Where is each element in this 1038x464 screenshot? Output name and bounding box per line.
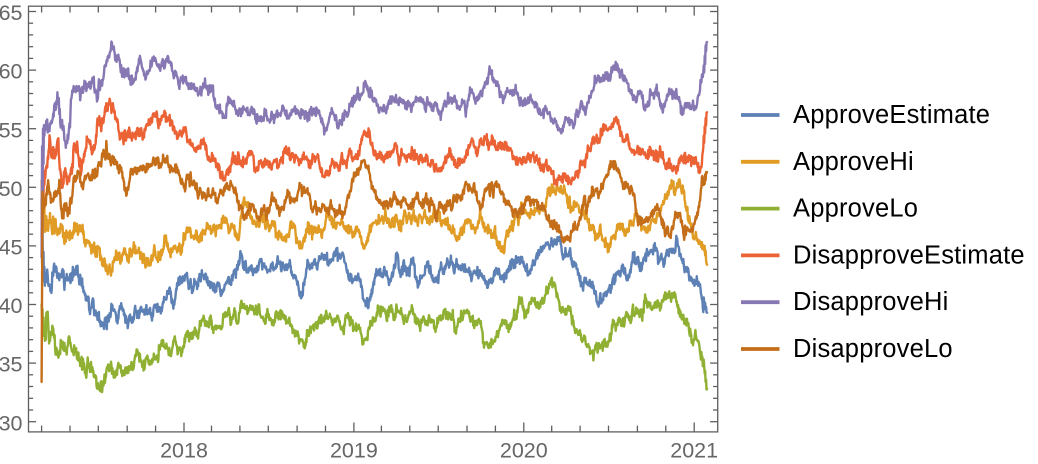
svg-text:55: 55 — [0, 118, 23, 142]
svg-text:60: 60 — [0, 60, 23, 84]
svg-text:2021: 2021 — [670, 439, 718, 463]
svg-text:2020: 2020 — [500, 439, 548, 463]
svg-text:DisapproveLo: DisapproveLo — [793, 335, 953, 363]
svg-text:65: 65 — [0, 1, 23, 25]
svg-text:2019: 2019 — [330, 439, 378, 463]
svg-text:ApproveEstimate: ApproveEstimate — [793, 101, 990, 129]
svg-text:DisapproveHi: DisapproveHi — [793, 288, 948, 316]
svg-text:30: 30 — [0, 411, 23, 435]
svg-text:DisapproveEstimate: DisapproveEstimate — [793, 241, 1025, 269]
svg-text:ApproveLo: ApproveLo — [793, 195, 918, 223]
svg-text:45: 45 — [0, 236, 23, 260]
svg-text:35: 35 — [0, 353, 23, 377]
svg-text:40: 40 — [0, 294, 23, 318]
svg-text:2018: 2018 — [160, 439, 208, 463]
svg-text:ApproveHi: ApproveHi — [793, 148, 914, 176]
svg-text:50: 50 — [0, 177, 23, 201]
